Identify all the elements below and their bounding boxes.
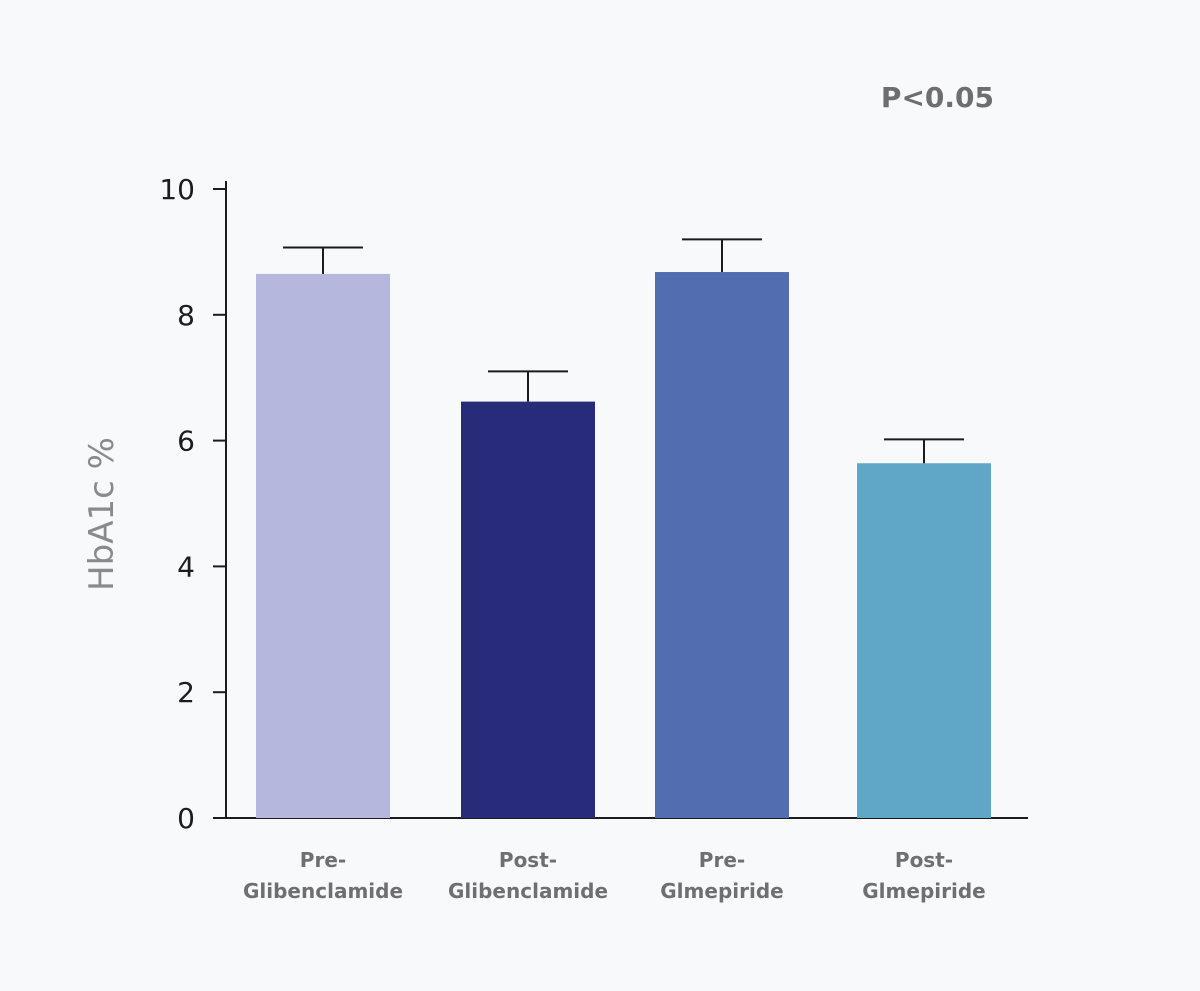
x-category-label: Pre- xyxy=(300,848,346,872)
bar xyxy=(461,401,595,818)
y-tick-label: 6 xyxy=(177,425,195,458)
y-tick-label: 4 xyxy=(177,550,195,583)
y-tick-label: 2 xyxy=(177,676,195,709)
significance-annotation: P<0.05 xyxy=(881,81,994,114)
y-tick-label: 0 xyxy=(177,802,195,835)
x-category-label: Post- xyxy=(499,848,557,872)
bar xyxy=(655,272,789,818)
bar xyxy=(256,273,390,818)
y-tick-label: 10 xyxy=(159,173,195,206)
x-category-label: Glibenclamide xyxy=(448,879,608,903)
x-category-label: Pre- xyxy=(699,848,745,872)
labels-layer: 0 2 4 6 8 10 Pre- Glibenclamide Post- Glibenclami… xyxy=(82,81,994,903)
x-category-label: Glibenclamide xyxy=(243,879,403,903)
x-category-label: Glmepiride xyxy=(660,879,783,903)
error-bars-layer xyxy=(283,238,964,464)
x-category-label: Glmepiride xyxy=(862,879,985,903)
y-axis-label: HbA1c % xyxy=(82,437,122,591)
x-category-label: Post- xyxy=(895,848,953,872)
y-tick-label: 8 xyxy=(177,299,195,332)
bars-layer xyxy=(256,272,991,818)
bar xyxy=(857,463,991,818)
